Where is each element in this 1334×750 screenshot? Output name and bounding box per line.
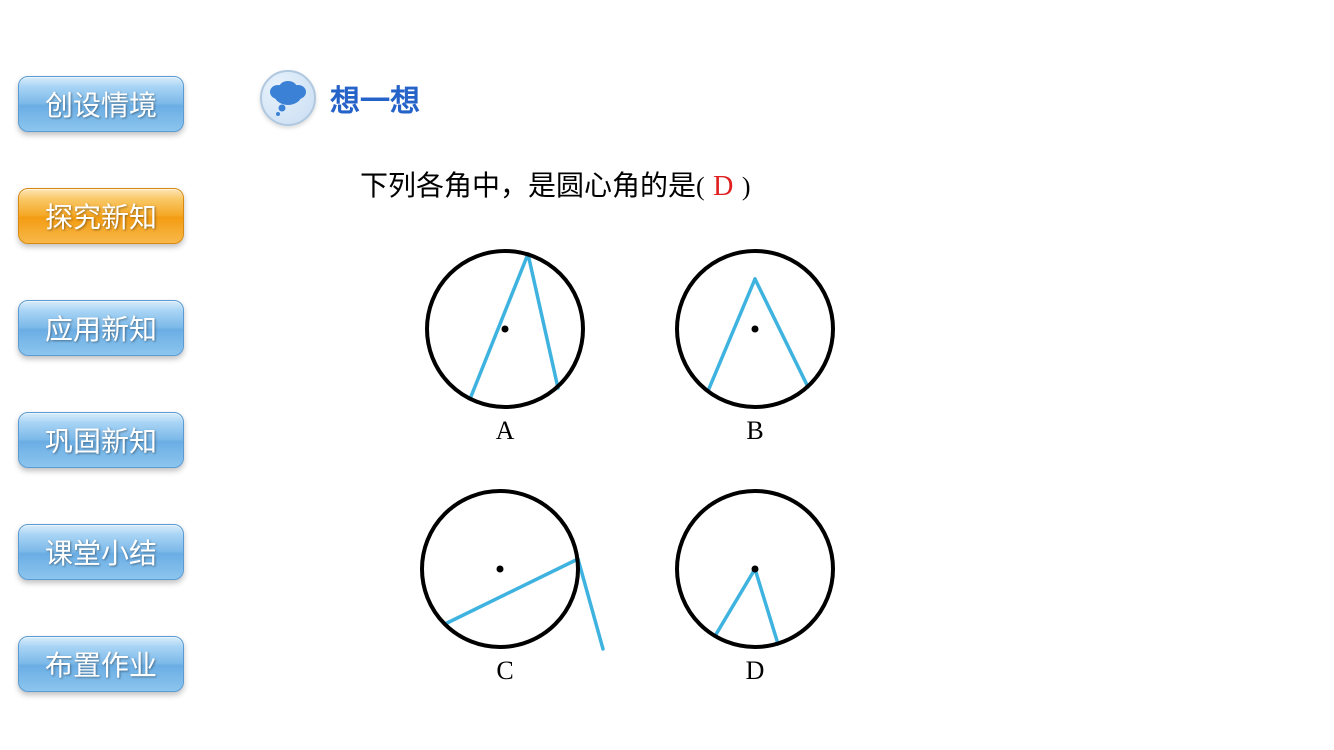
diagram-label: D <box>746 656 765 686</box>
sidebar-item-chuangshe[interactable]: 创设情境 <box>18 76 184 132</box>
diagram-b: B <box>640 234 870 446</box>
diagram-grid: A B C D <box>390 234 1260 686</box>
circle-diagram-c <box>405 474 605 664</box>
sidebar-item-label: 课堂小结 <box>45 532 157 572</box>
sidebar-item-label: 应用新知 <box>45 308 157 348</box>
answer-letter: D <box>713 171 733 202</box>
content-area: 想一想 下列各角中，是圆心角的是( D ) A B C D <box>260 70 1260 686</box>
diagram-d: D <box>640 474 870 686</box>
section-title: 想一想 <box>330 76 420 120</box>
sidebar-item-ketang[interactable]: 课堂小结 <box>18 524 184 580</box>
diagram-label: A <box>496 416 515 446</box>
think-header: 想一想 <box>260 70 1260 126</box>
sidebar: 创设情境 探究新知 应用新知 巩固新知 课堂小结 布置作业 <box>18 76 188 692</box>
diagram-c: C <box>390 474 620 686</box>
sidebar-item-yingyong[interactable]: 应用新知 <box>18 300 184 356</box>
question-text: 下列各角中，是圆心角的是 <box>360 170 696 201</box>
sidebar-item-gonggu[interactable]: 巩固新知 <box>18 412 184 468</box>
sidebar-item-tanjiu[interactable]: 探究新知 <box>18 188 184 244</box>
sidebar-item-label: 巩固新知 <box>45 420 157 460</box>
paren-close: ) <box>742 172 751 201</box>
question-row: 下列各角中，是圆心角的是( D ) <box>360 164 1260 204</box>
diagram-a: A <box>390 234 620 446</box>
circle-diagram-a <box>410 234 600 424</box>
sidebar-item-label: 创设情境 <box>45 84 157 124</box>
thought-bubble-icon <box>260 70 316 126</box>
circle-diagram-b <box>660 234 850 424</box>
diagram-label: B <box>746 416 763 446</box>
diagram-label: C <box>496 656 513 686</box>
sidebar-item-label: 探究新知 <box>45 196 157 236</box>
paren-open: ( <box>696 172 705 201</box>
sidebar-item-buzhi[interactable]: 布置作业 <box>18 636 184 692</box>
sidebar-item-label: 布置作业 <box>45 644 157 684</box>
circle-diagram-d <box>660 474 850 664</box>
